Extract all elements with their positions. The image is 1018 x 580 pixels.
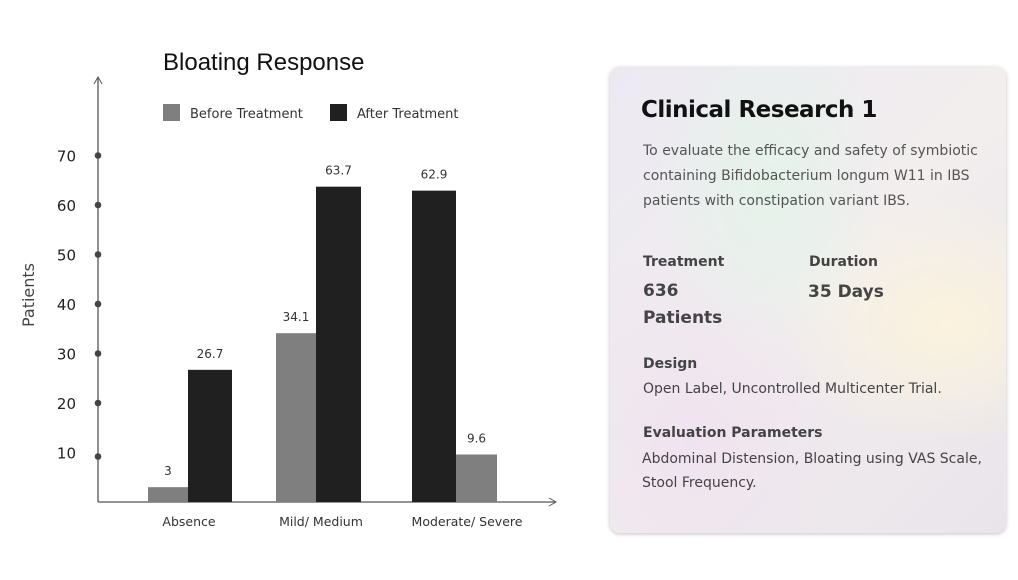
y-tick-dot [94,453,102,460]
legend-swatch-after [330,104,347,121]
x-tick-label: Moderate/ Severe [412,514,523,529]
evaluation-value: Abdominal Distension, Bloating using VAS… [642,451,982,491]
y-axis-arrow-icon [93,75,103,85]
card-description: To evaluate the efficacy and safety of s… [643,143,978,209]
legend-label-after: After Treatment [357,107,459,122]
duration-value: 35 Days [808,282,884,302]
bar-after [316,186,361,502]
evaluation-label: Evaluation Parameters [643,425,823,441]
y-tick-label: 30 [57,346,76,364]
y-axis-label: Patients [19,263,38,327]
y-tick-dot [94,350,102,357]
duration-label: Duration [809,254,879,270]
card-title: Clinical Research 1 [641,97,877,123]
treatment-value: 636 Patients [643,281,723,328]
y-tick-dot [94,399,102,407]
x-tick-label: Absence [162,514,215,529]
bar-before [148,487,188,502]
bar-value-label: 3 [164,464,172,478]
design-value: Open Label, Uncontrolled Multicenter Tri… [643,381,942,397]
y-tick-label: 70 [57,148,76,166]
y-tick-dot [94,300,102,308]
y-tick-dot [94,251,102,258]
y-tick-dot [94,201,102,209]
y-tick-dot [94,152,102,159]
clinical-research-card: Clinical Research 1 To evaluate the effi… [610,67,1006,533]
treatment-label: Treatment [643,254,725,270]
y-tick-label: 40 [57,296,76,314]
chart-title: Bloating Response [163,49,364,76]
bar-before [456,454,497,502]
bloating-chart: Bloating Response 10 20 30 40 50 60 70 Patients B… [19,49,558,529]
y-tick-label: 60 [57,197,76,215]
bar-value-label: 26.7 [197,347,224,361]
x-tick-label: Mild/ Medium [279,514,363,529]
bar-after [412,190,456,502]
bar-value-label: 34.1 [283,310,310,324]
bar-value-label: 9.6 [467,431,486,445]
y-tick-label: 20 [57,395,76,413]
bar-value-label: 63.7 [325,164,352,178]
y-tick-label: 50 [57,247,76,265]
bar-before [276,333,316,502]
legend-label-before: Before Treatment [190,107,303,122]
bar-after [188,369,232,502]
bar-value-label: 62.9 [421,168,448,182]
x-axis-arrow-icon [548,497,558,507]
design-label: Design [643,356,698,372]
y-tick-label: 10 [57,445,76,463]
legend-swatch-before [163,104,180,121]
